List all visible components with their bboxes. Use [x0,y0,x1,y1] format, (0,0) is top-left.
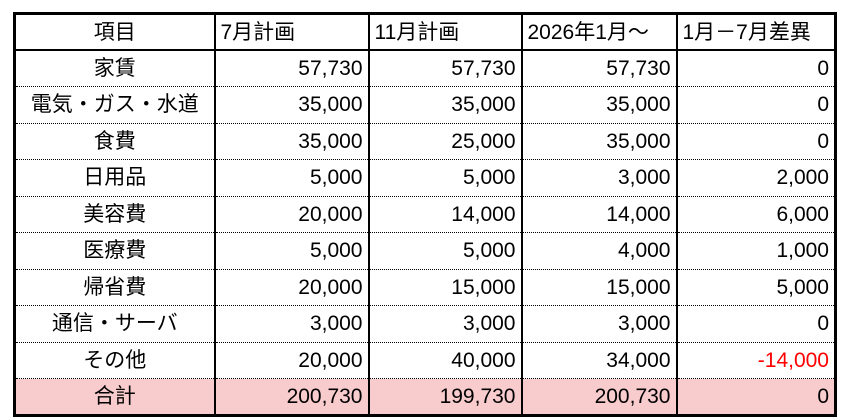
value-cell[interactable]: 35,000 [520,122,678,160]
value-cell[interactable]: 57,730 [213,49,370,87]
total-row: 合計 200,730 199,730 200,730 0 [13,378,837,416]
total-label-cell[interactable]: 合計 [13,378,216,416]
value-cell[interactable]: 35,000 [367,86,523,124]
value-cell[interactable]: -14,000 [675,341,837,379]
value-cell[interactable]: 15,000 [367,268,523,306]
item-label-cell[interactable]: 日用品 [13,159,216,197]
spreadsheet-area: 項目 7月計画 11月計画 2026年1月～ 1月－7月差異 家賃 57,730 5… [13,12,837,417]
value-cell[interactable]: 57,730 [520,49,678,87]
item-label-cell[interactable]: 美容費 [13,195,216,233]
value-cell[interactable]: 0 [675,122,837,160]
value-cell[interactable]: 20,000 [213,341,370,379]
total-value-cell[interactable]: 200,730 [213,378,370,416]
table-body: 家賃 57,730 57,730 57,730 0 電気・ガス・水道 35,000 35,00… [13,49,837,416]
value-cell[interactable]: 35,000 [213,122,370,160]
value-cell[interactable]: 5,000 [213,232,370,270]
item-label-cell[interactable]: 食費 [13,122,216,160]
table-row: 日用品 5,000 5,000 3,000 2,000 [13,159,837,197]
header-cell-november-plan[interactable]: 11月計画 [367,12,523,51]
item-label-cell[interactable]: 帰省費 [13,268,216,306]
value-cell[interactable]: 34,000 [520,341,678,379]
value-cell[interactable]: 14,000 [520,195,678,233]
table-row: その他 20,000 40,000 34,000 -14,000 [13,341,837,379]
value-cell[interactable]: 25,000 [367,122,523,160]
value-cell[interactable]: 3,000 [520,159,678,197]
value-cell[interactable]: 35,000 [520,86,678,124]
value-cell[interactable]: 3,000 [367,305,523,343]
header-row: 項目 7月計画 11月計画 2026年1月～ 1月－7月差異 [13,12,837,51]
value-cell[interactable]: 5,000 [213,159,370,197]
table-row: 帰省費 20,000 15,000 15,000 5,000 [13,268,837,306]
table-row: 食費 35,000 25,000 35,000 0 [13,122,837,160]
value-cell[interactable]: 40,000 [367,341,523,379]
table-row: 家賃 57,730 57,730 57,730 0 [13,49,837,87]
value-cell[interactable]: 20,000 [213,268,370,306]
header-cell-2026-january[interactable]: 2026年1月～ [520,12,678,51]
table-row: 美容費 20,000 14,000 14,000 6,000 [13,195,837,233]
header-cell-jan-july-difference[interactable]: 1月－7月差異 [675,12,837,51]
value-cell[interactable]: 14,000 [367,195,523,233]
total-value-cell[interactable]: 200,730 [520,378,678,416]
total-value-cell[interactable]: 0 [675,378,837,416]
budget-table: 項目 7月計画 11月計画 2026年1月～ 1月－7月差異 家賃 57,730 5… [13,12,837,417]
item-label-cell[interactable]: 電気・ガス・水道 [13,86,216,124]
value-cell[interactable]: 1,000 [675,232,837,270]
value-cell[interactable]: 3,000 [520,305,678,343]
value-cell[interactable]: 5,000 [367,159,523,197]
value-cell[interactable]: 0 [675,305,837,343]
value-cell[interactable]: 57,730 [367,49,523,87]
total-value-cell[interactable]: 199,730 [367,378,523,416]
item-label-cell[interactable]: 通信・サーバ [13,305,216,343]
table-row: 電気・ガス・水道 35,000 35,000 35,000 0 [13,86,837,124]
table-header: 項目 7月計画 11月計画 2026年1月～ 1月－7月差異 [13,12,837,51]
header-cell-july-plan[interactable]: 7月計画 [213,12,370,51]
value-cell[interactable]: 4,000 [520,232,678,270]
header-cell-item[interactable]: 項目 [13,12,216,51]
value-cell[interactable]: 20,000 [213,195,370,233]
value-cell[interactable]: 2,000 [675,159,837,197]
value-cell[interactable]: 0 [675,49,837,87]
table-row: 医療費 5,000 5,000 4,000 1,000 [13,232,837,270]
value-cell[interactable]: 6,000 [675,195,837,233]
value-cell[interactable]: 5,000 [675,268,837,306]
value-cell[interactable]: 0 [675,86,837,124]
item-label-cell[interactable]: その他 [13,341,216,379]
value-cell[interactable]: 15,000 [520,268,678,306]
item-label-cell[interactable]: 家賃 [13,49,216,87]
value-cell[interactable]: 3,000 [213,305,370,343]
value-cell[interactable]: 5,000 [367,232,523,270]
table-row: 通信・サーバ 3,000 3,000 3,000 0 [13,305,837,343]
value-cell[interactable]: 35,000 [213,86,370,124]
item-label-cell[interactable]: 医療費 [13,232,216,270]
